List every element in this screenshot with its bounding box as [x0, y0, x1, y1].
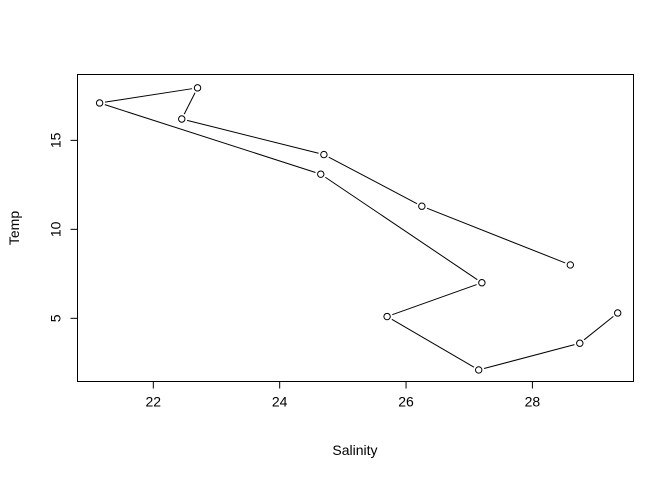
- data-point: [320, 150, 328, 159]
- x-tick-label: 24: [272, 394, 288, 410]
- data-point: [178, 115, 186, 123]
- y-tick-label: 15: [47, 132, 63, 148]
- series-segment: [391, 318, 475, 368]
- data-point: [418, 202, 426, 210]
- series-segment: [104, 104, 316, 173]
- series-segment: [426, 207, 566, 264]
- data-point: [478, 279, 486, 287]
- x-axis-label: Salinity: [332, 442, 377, 458]
- plot-frame: [77, 74, 634, 382]
- series-points: [95, 84, 622, 374]
- series-segment: [583, 316, 614, 341]
- x-tick-label: 28: [525, 394, 541, 410]
- x-tick-label: 26: [398, 394, 414, 410]
- series-segment: [183, 92, 196, 115]
- y-tick-label: 10: [47, 221, 63, 237]
- x-axis: 22 24 26 28: [146, 381, 541, 410]
- series-segment: [325, 176, 478, 281]
- series-segment: [392, 284, 477, 316]
- series-segment: [104, 88, 193, 103]
- data-point: [576, 339, 584, 347]
- data-point: [614, 309, 622, 317]
- data-point: [475, 366, 483, 374]
- y-axis-label: Temp: [6, 211, 22, 245]
- y-tick-label: 5: [47, 314, 63, 322]
- x-tick-label: 22: [146, 394, 162, 410]
- series-segment: [483, 344, 575, 370]
- data-point: [95, 99, 104, 107]
- y-axis: 5 10 15: [47, 132, 78, 322]
- data-point: [193, 84, 202, 92]
- data-point: [317, 170, 325, 178]
- series-lines: [104, 88, 614, 370]
- data-point: [566, 261, 575, 269]
- series-segment: [186, 119, 319, 154]
- series-segment: [328, 156, 418, 205]
- data-point: [383, 312, 391, 321]
